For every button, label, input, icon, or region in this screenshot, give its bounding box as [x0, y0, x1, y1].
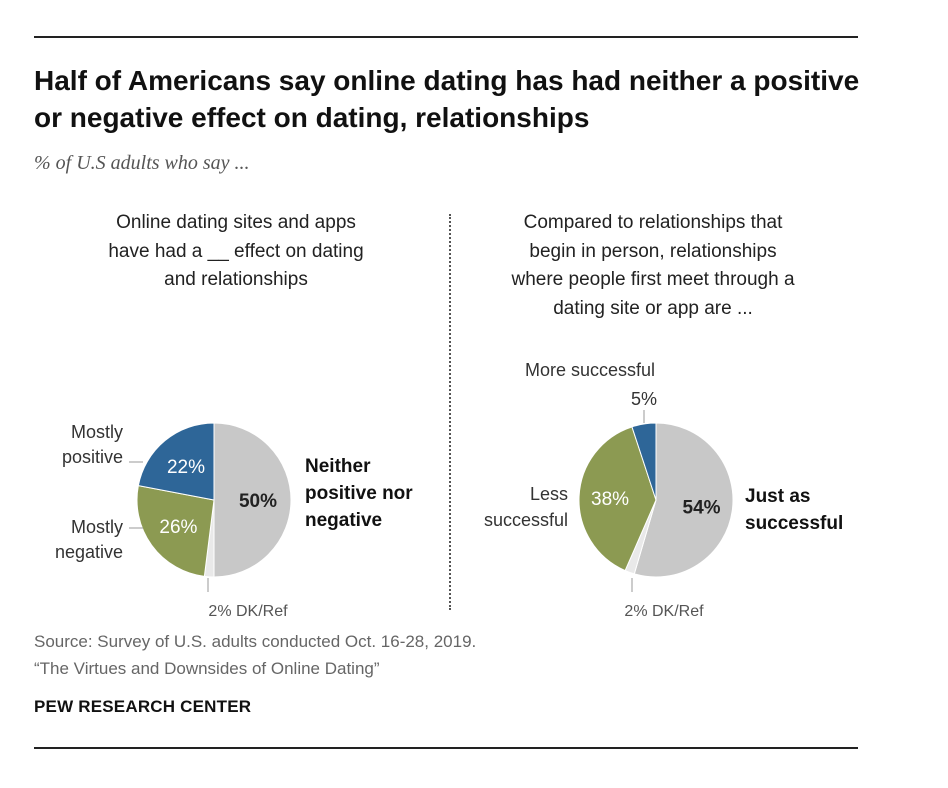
pew-logo-text: PEW RESEARCH CENTER — [34, 697, 252, 716]
label-more-successful: More successful — [525, 360, 655, 380]
label-just-as-successful: Just as successful — [745, 486, 843, 534]
pie-slice-more-successful — [631, 422, 657, 501]
pie-slice-less-successful — [578, 426, 657, 572]
pie-slice-neither-positive-nor-negative — [213, 422, 292, 578]
right-chart-labels: More successful 5% Less successful Just a… — [484, 360, 843, 620]
pie-slice-mostly-negative — [136, 484, 215, 577]
label-dk-ref-right: 2% DK/Ref — [624, 603, 704, 620]
data-label-mostly-negative: 26% — [159, 517, 197, 538]
left-panel-heading: Online dating sites and apps have had a … — [108, 212, 364, 290]
chart-subtitle: % of U.S adults who say ... — [34, 152, 250, 174]
left-chart-labels: Mostly positive Mostly negative Neither pos… — [55, 422, 413, 620]
panel-divider — [449, 214, 451, 610]
bottom-rule — [34, 747, 858, 749]
chart-title: Half of Americans say online dating has … — [34, 65, 860, 133]
pie-slice-just-as-successful — [633, 422, 734, 578]
pie-right: 54% 38% — [578, 422, 734, 578]
source-line: Source: Survey of U.S. adults conducted … — [34, 632, 477, 651]
data-label-just-as-successful: 54% — [683, 498, 721, 519]
label-less-successful: Less successful — [484, 484, 568, 530]
data-label-mostly-positive: 22% — [167, 457, 205, 478]
label-more-successful-value: 5% — [631, 389, 657, 409]
data-label-less-successful: 38% — [591, 489, 629, 510]
report-line: “The Virtues and Downsides of Online Dat… — [34, 659, 380, 678]
pie-left: 50% 26% 22% — [136, 422, 292, 578]
label-mostly-positive: Mostly positive — [62, 422, 123, 467]
pie-slice-mostly-positive — [137, 422, 215, 501]
source-note: Source: Survey of U.S. adults conducted … — [34, 628, 476, 682]
label-dk-ref-left: 2% DK/Ref — [208, 603, 288, 620]
label-neither: Neither positive nor negative — [305, 456, 413, 531]
data-label-neither-positive-nor-negative: 50% — [239, 491, 277, 512]
top-rule — [34, 36, 858, 38]
label-mostly-negative: Mostly negative — [55, 517, 123, 562]
right-panel-heading: Compared to relationships that begin in … — [511, 212, 795, 319]
